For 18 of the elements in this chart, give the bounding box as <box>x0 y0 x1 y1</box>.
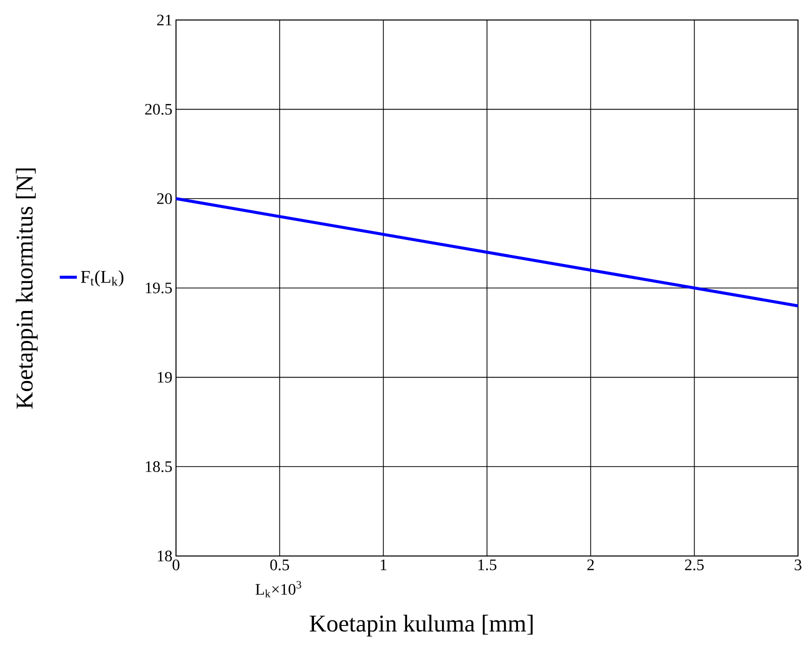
y-tick-label: 18 <box>158 550 172 562</box>
x-tick-label: 1.5 <box>478 560 496 570</box>
x-tick-label: 1 <box>380 560 386 570</box>
y-tick-label: 18.5 <box>146 461 172 472</box>
y-tick-label: 19 <box>158 372 172 383</box>
x-axis-title: Koetapin kuluma [mm] <box>310 614 533 637</box>
y-tick-label: 21 <box>157 14 172 26</box>
legend-label: F$_{t}$(L$_{k}$) <box>80 270 124 287</box>
y-axis-title: Koetappin kuormitus [N] <box>16 168 38 409</box>
y-tick-label: 19.5 <box>146 282 172 294</box>
x-tick-label: 0 <box>172 560 180 570</box>
x-tick-label: 2 <box>587 560 594 570</box>
x-tick-label: 0.5 <box>270 560 290 570</box>
text: L$_{k}$×10$^{3}$ <box>256 580 302 598</box>
x-tick-label: 3 <box>794 560 802 570</box>
x-tick-label: 2.5 <box>685 560 704 570</box>
y-tick-label: 20.5 <box>145 104 172 115</box>
y-tick-label: 20 <box>157 193 172 204</box>
